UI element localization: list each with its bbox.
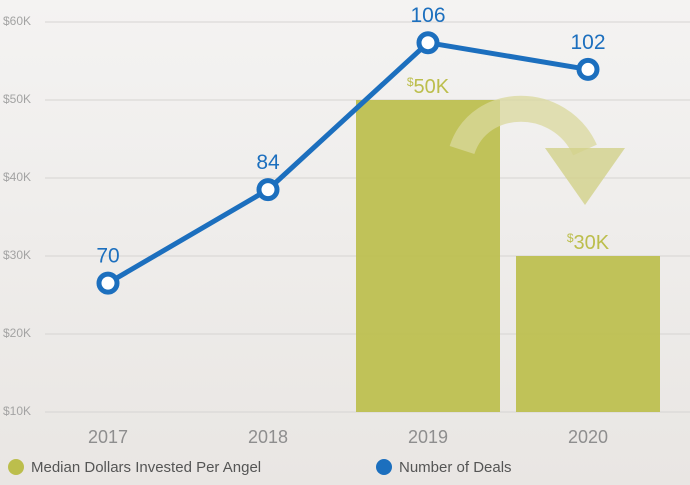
y-tick-label: $60K — [3, 14, 31, 28]
x-tick-label: 2017 — [88, 427, 128, 447]
legend-marker — [8, 459, 24, 475]
bar — [356, 100, 500, 412]
x-tick-label: 2019 — [408, 427, 448, 447]
point-value-label: 102 — [570, 31, 605, 54]
point-value-label: 70 — [96, 245, 119, 268]
y-tick-label: $40K — [3, 170, 31, 184]
y-tick-label: $10K — [3, 404, 31, 418]
point-value-label: 106 — [410, 4, 445, 27]
line-point — [259, 181, 277, 199]
bar-value-label: $50K — [407, 75, 450, 98]
y-tick-label: $20K — [3, 326, 31, 340]
line-point — [579, 60, 597, 78]
chart: $10K $20K $30K $40K $50K $60K 2017 2018 2019 2020… — [0, 0, 690, 485]
legend-marker — [376, 459, 392, 475]
x-tick-label: 2018 — [248, 427, 288, 447]
bar — [516, 256, 660, 412]
y-tick-label: $30K — [3, 248, 31, 262]
point-value-label: 84 — [256, 151, 280, 174]
bar-value-label: $30K — [567, 231, 610, 254]
x-tick-label: 2020 — [568, 427, 608, 447]
legend-label: Median Dollars Invested Per Angel — [31, 459, 261, 476]
legend-label: Number of Deals — [399, 459, 512, 476]
y-tick-label: $50K — [3, 92, 31, 106]
line-point — [99, 274, 117, 292]
line-point — [419, 34, 437, 52]
